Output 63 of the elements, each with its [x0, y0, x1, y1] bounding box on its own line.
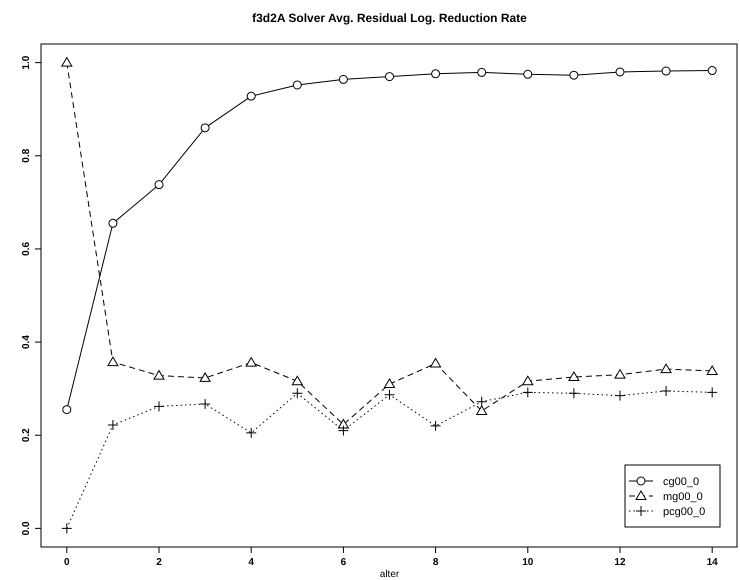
point: [154, 370, 165, 380]
point: [246, 92, 256, 101]
point: [292, 80, 302, 90]
y-tick-label: 0.8: [21, 148, 32, 163]
point: [660, 364, 672, 374]
x-tick-label: 4: [248, 557, 254, 568]
point: [662, 66, 671, 76]
point: [476, 406, 488, 416]
y-tick-label: 0.4: [21, 334, 32, 350]
point: [61, 57, 72, 67]
point: [292, 388, 303, 399]
y-tick-label: 0.6: [21, 242, 32, 256]
point: [614, 369, 626, 379]
legend-label: mg00_0: [663, 491, 703, 503]
point: [568, 372, 580, 382]
point: [569, 70, 578, 80]
point: [523, 70, 532, 79]
x-tick-label: 12: [614, 557, 626, 568]
point: [522, 386, 534, 398]
point: [614, 390, 626, 402]
point: [476, 396, 488, 408]
point: [615, 67, 624, 76]
x-tick-label: 6: [340, 557, 347, 568]
point: [246, 357, 257, 367]
point: [568, 388, 580, 399]
x-tick-label: 2: [156, 557, 162, 568]
chart-title: f3d2A Solver Avg. Residual Log. Reduction Rate: [252, 11, 528, 25]
point: [200, 123, 210, 132]
x-tick-label: 14: [706, 557, 718, 568]
point: [154, 400, 165, 412]
point: [107, 419, 118, 430]
point: [430, 358, 442, 368]
point: [200, 372, 211, 382]
x-tick-label: 10: [522, 557, 534, 568]
point: [338, 74, 348, 84]
legend-label: cg00_0: [663, 476, 700, 488]
point: [338, 425, 349, 436]
point: [430, 420, 442, 432]
point: [385, 72, 394, 82]
point: [107, 356, 118, 366]
x-tick-label: 0: [64, 557, 70, 568]
point: [292, 376, 303, 386]
point: [522, 376, 534, 386]
point: [706, 386, 718, 398]
point: [200, 398, 211, 410]
point: [246, 427, 257, 438]
point: [708, 66, 717, 76]
point: [477, 68, 486, 77]
x-axis-title: alter: [380, 569, 400, 580]
y-tick-label: 1.0: [21, 55, 32, 70]
y-tick-label: 0.2: [21, 428, 32, 442]
point: [384, 389, 395, 400]
point: [154, 180, 164, 190]
y-tick-label: 0.0: [21, 520, 32, 536]
legend-label: pcg00_0: [663, 506, 706, 518]
x-tick-label: 8: [432, 557, 439, 568]
point: [706, 365, 718, 375]
point: [108, 218, 118, 228]
point: [384, 378, 395, 388]
point: [62, 405, 72, 414]
point: [61, 522, 72, 534]
point: [660, 385, 672, 396]
point: [431, 69, 440, 78]
